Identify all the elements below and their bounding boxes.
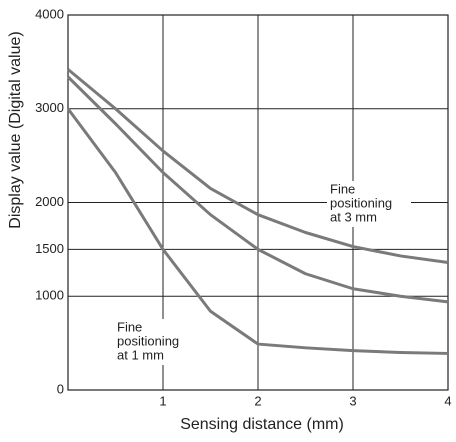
x-tick-label: 4 bbox=[444, 393, 451, 408]
x-tick-label: 1 bbox=[159, 393, 166, 408]
annotation: at 3 mm bbox=[330, 209, 377, 224]
x-tick-label: 2 bbox=[254, 393, 261, 408]
y-tick-label: 1000 bbox=[35, 288, 64, 303]
y-tick-label: 0 bbox=[57, 381, 64, 396]
annotation: positioning bbox=[330, 195, 392, 210]
series-line bbox=[67, 68, 449, 264]
x-axis-label: Sensing distance (mm) bbox=[180, 416, 344, 433]
annotation-background bbox=[114, 319, 198, 365]
y-tick-label: 1500 bbox=[35, 241, 64, 256]
annotation: Fine bbox=[330, 181, 355, 196]
series-line bbox=[66, 107, 449, 355]
y-tick-label: 2000 bbox=[35, 194, 64, 209]
x-tick-label: 3 bbox=[349, 393, 356, 408]
y-axis-label: Display value (Digital value) bbox=[7, 31, 24, 228]
annotation: at 1 mm bbox=[117, 347, 164, 362]
y-tick-label: 4000 bbox=[35, 6, 64, 21]
y-tick-label: 3000 bbox=[35, 100, 64, 115]
annotation: Fine bbox=[117, 319, 142, 334]
series-line bbox=[66, 75, 449, 304]
annotation-background bbox=[327, 181, 411, 227]
plot-frame bbox=[67, 14, 449, 391]
annotation: positioning bbox=[117, 333, 179, 348]
